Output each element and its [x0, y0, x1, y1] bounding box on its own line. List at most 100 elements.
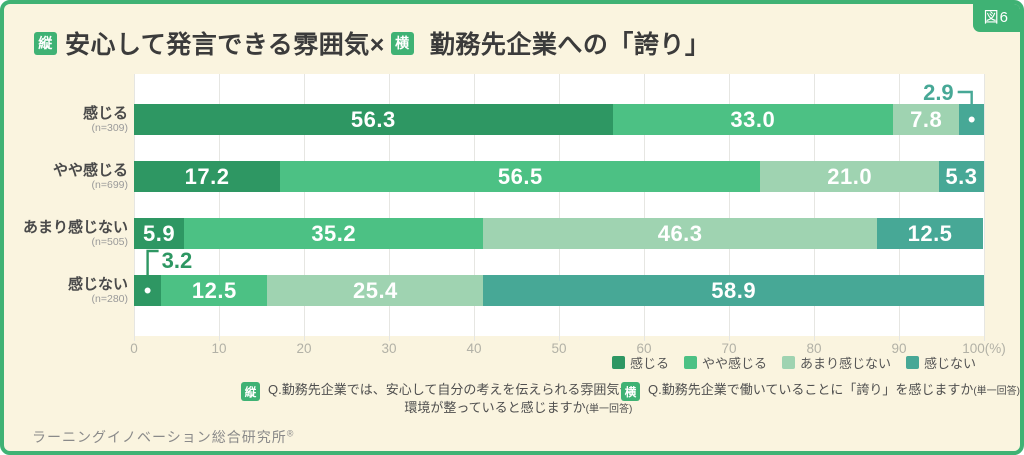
- row-label: 感じる (n=309): [4, 103, 128, 137]
- note-yoko-text: Q.勤務先企業で働いていることに「誇り」を感じますか(単一回答): [648, 381, 1020, 401]
- category-n: (n=280): [91, 293, 128, 305]
- bar-segment: 56.3: [134, 104, 613, 135]
- legend-label: 感じる: [629, 356, 669, 371]
- figure-number-badge: 図6: [972, 4, 1020, 32]
- grid-line: [644, 74, 645, 341]
- bar-value: 33.0: [730, 106, 776, 132]
- bar-row: 5.9 35.2 46.3 12.5: [134, 218, 984, 249]
- bar-value: 56.3: [350, 106, 396, 132]
- grid-line: [899, 74, 900, 341]
- legend-label: 感じない: [923, 356, 976, 371]
- grid-line: [984, 74, 985, 341]
- grid-line: [814, 74, 815, 341]
- grid-line: [559, 74, 560, 341]
- row-label: あまり感じない (n=505): [4, 217, 128, 251]
- grid-line: [729, 74, 730, 341]
- plot-area: 56.3 33.0 7.8 17.2 56.5 21.0 5.3 5.9 35.2 46.3 12.…: [134, 74, 985, 341]
- bar-row: 17.2 56.5 21.0 5.3: [134, 161, 984, 192]
- row-label: 感じない (n=280): [4, 274, 128, 308]
- legend-swatch: [611, 356, 625, 369]
- x-tick-label: 0: [130, 341, 138, 356]
- page-title: 縦 安心して発言できる雰囲気× 横 勤務先企業への「誇り」: [34, 25, 716, 61]
- category-n: (n=309): [91, 122, 128, 134]
- x-tick-label: 10: [211, 341, 227, 356]
- bar-segment: 17.2: [134, 161, 281, 192]
- category-name: あまり感じない: [22, 219, 128, 236]
- bar-segment: 21.0: [760, 161, 939, 192]
- bar-value: 46.3: [657, 220, 703, 246]
- grid-line: [219, 74, 220, 341]
- note-yoko-line1: Q.勤務先企業で働いていることに「誇り」を感じますか: [648, 382, 974, 397]
- x-tick-label: 70: [721, 341, 737, 356]
- grid-line: [389, 74, 390, 341]
- category-name: 感じない: [67, 276, 128, 293]
- bar-value: 12.5: [191, 277, 237, 303]
- legend-label: やや感じる: [701, 356, 767, 371]
- legend-item: あまり感じない: [781, 353, 891, 372]
- yoko-tag-small: 横: [621, 382, 640, 401]
- tate-tag: 縦: [34, 31, 57, 55]
- annotation-value: 2.9: [923, 80, 954, 105]
- source-attribution: ラーニングイノベーション総合研究所®: [32, 427, 294, 447]
- x-tick-label: 40: [466, 341, 482, 356]
- bar-value: 5.9: [143, 220, 176, 246]
- note-yoko: 横 Q.勤務先企業で働いていることに「誇り」を感じますか(単一回答): [621, 381, 1020, 401]
- x-tick-label: 80: [806, 341, 822, 356]
- title-part2: 勤務先企業への「誇り」: [429, 31, 711, 59]
- x-tick-label: 20: [296, 341, 312, 356]
- legend-swatch: [905, 356, 919, 369]
- grid-line: [474, 74, 475, 341]
- tate-tag-small: 縦: [241, 382, 260, 401]
- grid-line: [304, 74, 305, 341]
- note-tate-text: Q.勤務先企業では、安心して自分の考えを伝えられる雰囲気や 環境が整っていると感…: [268, 381, 632, 418]
- legend-item: 感じない: [905, 353, 976, 372]
- x-tick-label: 30: [381, 341, 397, 356]
- bar-segment: 25.4: [267, 275, 484, 306]
- bar-value: 17.2: [184, 163, 230, 189]
- bar-value: 5.3: [945, 163, 978, 189]
- registered-mark: ®: [286, 428, 295, 439]
- bar-segment: 56.5: [280, 161, 761, 192]
- bar-segment: 7.8: [893, 104, 960, 135]
- category-labels: 感じる (n=309) やや感じる (n=699) あまり感じない (n=505) 感じない…: [4, 74, 128, 336]
- bar-segment: [959, 104, 984, 135]
- bar-segment: 5.9: [134, 218, 185, 249]
- note-tate-line1: Q.勤務先企業では、安心して自分の考えを伝えられる雰囲気や: [268, 382, 633, 397]
- category-name: 感じる: [82, 105, 128, 122]
- survey-notes: 縦 Q.勤務先企業では、安心して自分の考えを伝えられる雰囲気や 環境が整っている…: [4, 381, 1020, 421]
- legend: 感じる やや感じる あまり感じない 感じない: [611, 353, 976, 372]
- legend-item: 感じる: [611, 353, 669, 372]
- bar-segment: 35.2: [184, 218, 484, 249]
- legend-item: やや感じる: [683, 353, 767, 372]
- bar-value: 35.2: [311, 220, 357, 246]
- bar-row: 56.3 33.0 7.8: [134, 104, 984, 135]
- bar-segment: 12.5: [876, 218, 984, 249]
- bar-segment: 5.3: [938, 161, 984, 192]
- note-tate-suffix: (単一回答): [585, 403, 633, 415]
- bar-row: 12.5 25.4 58.9: [134, 275, 984, 306]
- title-part1: 安心して発言できる雰囲気×: [65, 31, 385, 59]
- bar-value: 7.8: [910, 106, 943, 132]
- bar-segment: 12.5: [161, 275, 268, 306]
- legend-swatch: [683, 356, 697, 369]
- legend-label: あまり感じない: [799, 356, 891, 371]
- bar-value: 25.4: [352, 277, 398, 303]
- x-tick-label: 90: [891, 341, 907, 356]
- x-tick-label: 60: [636, 341, 652, 356]
- category-n: (n=699): [91, 179, 128, 191]
- bar-segment: 33.0: [612, 104, 894, 135]
- bar-value: 21.0: [827, 163, 873, 189]
- bar-segment: 58.9: [483, 275, 984, 306]
- x-tick-label: 50: [551, 341, 567, 356]
- x-tick-label: 100(%): [962, 341, 1006, 356]
- bar-segment: 46.3: [483, 218, 877, 249]
- bar-value: 56.5: [497, 163, 543, 189]
- row-label: やや感じる (n=699): [4, 160, 128, 194]
- annotation-value: 3.2: [162, 248, 193, 273]
- category-n: (n=505): [91, 236, 128, 248]
- bar-value: 58.9: [711, 277, 757, 303]
- legend-swatch: [781, 356, 795, 369]
- grid-line: [134, 74, 135, 341]
- note-tate-line2: 環境が整っていると感じますか: [404, 399, 586, 415]
